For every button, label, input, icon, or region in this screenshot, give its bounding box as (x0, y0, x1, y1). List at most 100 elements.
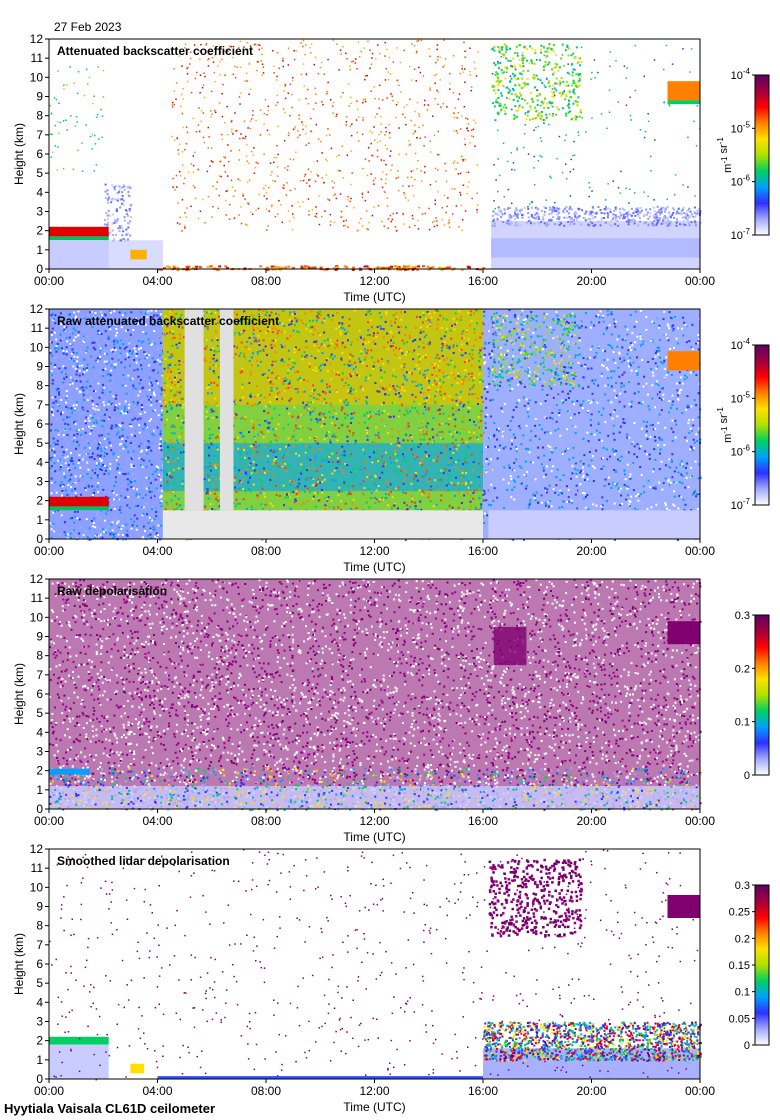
heatmap-cell (497, 45, 500, 48)
heatmap-cell (406, 439, 409, 442)
heatmap-cell (663, 68, 665, 71)
heatmap-cell (538, 59, 541, 62)
heatmap-cell (439, 56, 442, 59)
heatmap-cell (564, 49, 567, 52)
heatmap-cell (515, 221, 517, 224)
heatmap-cell (608, 207, 611, 210)
heatmap-cell (76, 360, 79, 363)
heatmap-cell (536, 99, 539, 102)
heatmap-cell (452, 91, 455, 94)
heatmap-cell (49, 457, 52, 460)
heatmap-cell (74, 420, 77, 423)
heatmap-cell (104, 219, 106, 222)
heatmap-cell (139, 379, 142, 381)
heatmap-cell (281, 377, 284, 380)
heatmap-cell (573, 154, 576, 157)
heatmap-cell (317, 72, 320, 75)
heatmap-cell (547, 106, 550, 109)
heatmap-cell (85, 350, 88, 353)
heatmap-cell (689, 210, 692, 213)
heatmap-cell (603, 212, 606, 215)
heatmap-cell (108, 326, 111, 328)
heatmap-cell (359, 489, 361, 492)
heatmap-cell (64, 456, 67, 459)
chart-panel-1: Attenuated backscatter coefficient012345… (12, 32, 770, 304)
heatmap-cell (73, 339, 76, 342)
heatmap-cell (287, 423, 290, 426)
y-tick-label: 7 (36, 128, 43, 142)
heatmap-cell (129, 364, 132, 367)
heatmap-cell (267, 186, 270, 189)
heatmap-cell (578, 77, 581, 80)
heatmap-cell (100, 465, 103, 468)
heatmap-cell (58, 393, 61, 396)
heatmap-cell (561, 54, 564, 56)
heatmap-cell (399, 268, 403, 271)
heatmap-cell (443, 224, 446, 226)
heatmap-cell (149, 398, 152, 401)
heatmap-cell (56, 342, 59, 345)
heatmap-cell (115, 424, 118, 427)
heatmap-cell (349, 65, 351, 67)
heatmap-cell (251, 118, 253, 120)
heatmap-cell (411, 43, 413, 45)
heatmap-cell (276, 266, 280, 269)
heatmap-cell (244, 80, 246, 82)
heatmap-cell (116, 500, 119, 502)
heatmap-cell (380, 123, 382, 125)
heatmap-cell (127, 457, 129, 460)
heatmap-cell (180, 451, 182, 454)
heatmap-cell (283, 389, 286, 392)
heatmap-cell (404, 492, 407, 495)
heatmap-cell (90, 443, 93, 446)
heatmap-cell (62, 379, 65, 381)
heatmap-cell (159, 501, 162, 504)
heatmap-cell (396, 454, 399, 457)
heatmap-cell (501, 48, 503, 51)
heatmap-cell (413, 44, 416, 47)
heatmap-cell (136, 418, 139, 421)
heatmap-cell (239, 179, 241, 182)
heatmap-cell (136, 368, 139, 371)
heatmap-cell (368, 160, 370, 162)
heatmap-cell (276, 175, 279, 177)
heatmap-cell (212, 185, 214, 188)
heatmap-cell (214, 463, 217, 466)
heatmap-cell (324, 508, 327, 511)
heatmap-cell (77, 342, 80, 345)
heatmap-cell (113, 343, 116, 346)
heatmap-cell (244, 137, 246, 140)
heatmap-cell (346, 58, 348, 60)
heatmap-cell (278, 322, 281, 324)
heatmap-cell (295, 49, 298, 52)
heatmap-cell (103, 451, 106, 454)
heatmap-cell (447, 423, 450, 426)
heatmap-cell (103, 404, 106, 407)
heatmap-cell (74, 316, 77, 319)
heatmap-cell (320, 344, 323, 347)
heatmap-cell (261, 53, 263, 56)
heatmap-cell (166, 325, 169, 328)
heatmap-cell (134, 407, 137, 410)
heatmap-cell (420, 326, 423, 329)
heatmap-cell (261, 47, 263, 49)
heatmap-cell (127, 226, 130, 229)
heatmap-cell (98, 138, 100, 140)
heatmap-cell (144, 332, 147, 335)
heatmap-cell (476, 204, 479, 206)
heatmap-cell (315, 319, 318, 322)
heatmap-cell (61, 446, 64, 448)
heatmap-cell (77, 310, 80, 313)
heatmap-cell (499, 103, 502, 105)
heatmap-cell (349, 353, 352, 356)
heatmap-cell (644, 213, 647, 216)
heatmap-cell (497, 89, 500, 92)
heatmap-cell (346, 116, 348, 118)
heatmap-cell (341, 145, 343, 147)
heatmap-cell (521, 106, 524, 109)
heatmap-cell (367, 228, 369, 231)
heatmap-cell (92, 493, 94, 496)
heatmap-cell (519, 64, 521, 67)
heatmap-cell (340, 468, 343, 471)
heatmap-cell (397, 170, 399, 172)
